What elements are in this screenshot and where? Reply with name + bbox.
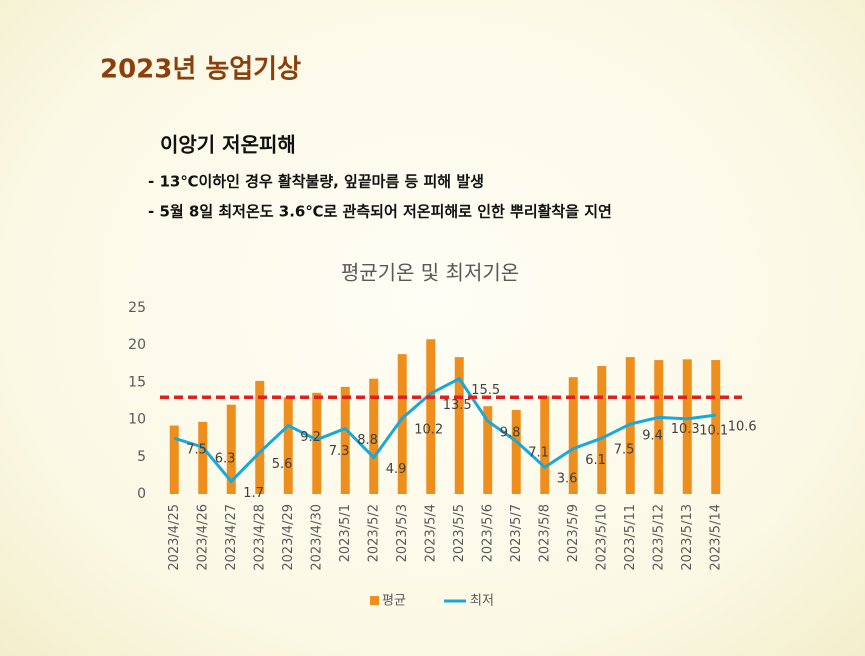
bar xyxy=(568,377,578,494)
x-tick-label: 2023/5/1 xyxy=(338,504,353,562)
legend-label: 평균 xyxy=(382,594,406,609)
x-tick-label: 2023/4/25 xyxy=(167,504,182,571)
bar xyxy=(511,409,521,494)
x-tick-label: 2023/4/28 xyxy=(252,504,267,571)
bullet: - 13℃이하인 경우 활착불량, 잎끝마름 등 피해 발생 xyxy=(148,173,484,191)
legend-swatch xyxy=(370,596,379,605)
x-tick-label: 2023/5/4 xyxy=(423,504,438,562)
bar xyxy=(483,406,493,494)
y-tick-label: 5 xyxy=(137,449,146,465)
x-tick-label: 2023/5/9 xyxy=(566,504,581,562)
bar xyxy=(340,386,350,494)
bar xyxy=(682,359,692,494)
y-tick-label: 10 xyxy=(128,412,146,428)
bar xyxy=(226,404,236,494)
bar xyxy=(711,360,721,494)
data-label: 8.8 xyxy=(357,433,378,448)
x-tick-label: 2023/5/2 xyxy=(366,504,381,562)
data-label: 10.3 xyxy=(671,422,700,437)
x-tick-label: 2023/4/29 xyxy=(281,504,296,571)
data-label: 15.5 xyxy=(471,383,500,398)
chart-title: 평균기온 및 최저기온 xyxy=(341,261,519,285)
x-tick-label: 2023/5/11 xyxy=(623,504,638,571)
x-tick-label: 2023/5/7 xyxy=(509,504,524,562)
data-label: 4.9 xyxy=(386,462,407,477)
bar xyxy=(255,380,265,494)
bar xyxy=(597,366,607,494)
x-tick-label: 2023/4/26 xyxy=(195,504,210,571)
bar xyxy=(369,378,379,494)
bullet: - 5월 8일 최저온도 3.6℃로 관측되어 저온피해로 인한 뿌리활착을 지… xyxy=(148,203,612,221)
data-label: 7.3 xyxy=(329,444,350,459)
data-label: 7.5 xyxy=(186,443,207,458)
y-tick-label: 0 xyxy=(137,486,146,502)
bar xyxy=(198,421,208,494)
x-tick-label: 2023/4/27 xyxy=(224,504,239,571)
bar xyxy=(540,395,550,494)
data-label: 5.6 xyxy=(272,457,293,472)
x-tick-label: 2023/5/14 xyxy=(708,504,723,571)
data-label: 9.4 xyxy=(642,429,663,444)
data-label: 1.7 xyxy=(243,486,264,501)
bar xyxy=(169,425,179,494)
x-tick-label: 2023/4/30 xyxy=(309,504,324,571)
slide-title: 2023년 농업기상 xyxy=(100,55,301,85)
x-tick-label: 2023/5/5 xyxy=(452,504,467,562)
data-label: 9.8 xyxy=(500,426,521,441)
data-label: 7.5 xyxy=(614,443,635,458)
x-tick-label: 2023/5/10 xyxy=(594,504,609,571)
data-label: 10.2 xyxy=(414,423,443,438)
bar xyxy=(654,360,664,494)
x-tick-label: 2023/5/3 xyxy=(395,504,410,562)
legend-label: 최저 xyxy=(470,594,494,609)
data-label: 13.5 xyxy=(443,398,472,413)
data-label: 3.6 xyxy=(557,472,578,487)
line xyxy=(173,376,716,484)
data-label: 10.6 xyxy=(728,420,757,435)
bar xyxy=(283,397,293,494)
bar xyxy=(312,392,322,494)
x-tick-label: 2023/5/13 xyxy=(680,504,695,571)
data-label: 10.1 xyxy=(699,423,728,438)
bar xyxy=(397,354,407,494)
data-label: 6.3 xyxy=(215,452,236,467)
x-tick-label: 2023/5/6 xyxy=(480,504,495,562)
y-tick-label: 20 xyxy=(128,337,146,353)
heading: 이앙기 저온피해 xyxy=(160,133,296,157)
y-tick-label: 25 xyxy=(128,300,146,316)
data-label: 9.2 xyxy=(300,430,321,445)
y-tick-label: 15 xyxy=(128,374,146,390)
bar xyxy=(454,357,464,494)
x-tick-label: 2023/5/8 xyxy=(537,504,552,562)
bar xyxy=(426,339,436,494)
data-label: 7.1 xyxy=(528,446,549,461)
x-tick-label: 2023/5/12 xyxy=(651,504,666,571)
data-label: 6.1 xyxy=(585,453,606,468)
